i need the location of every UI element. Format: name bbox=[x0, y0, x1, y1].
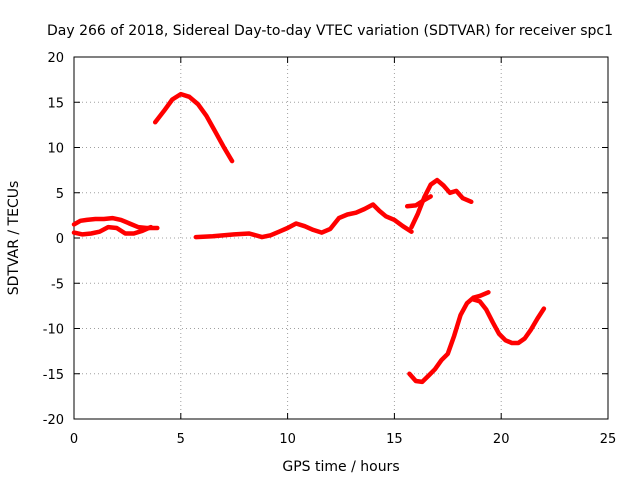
axis-ticks: 0 5 10 15 20 25 -20 -15 -10 -5 0 5 10 15 20 bbox=[43, 51, 617, 447]
y-tick-label: -5 bbox=[51, 277, 64, 292]
series-line-segment-2 bbox=[71, 224, 154, 237]
y-tick-label: 5 bbox=[56, 187, 64, 202]
y-tick-label: 10 bbox=[47, 142, 64, 157]
y-tick-label: 0 bbox=[56, 232, 64, 247]
x-tick-label: 15 bbox=[386, 432, 403, 447]
series-line-segment-6 bbox=[404, 194, 433, 209]
y-tick-label: -20 bbox=[43, 413, 64, 428]
x-tick-label: 10 bbox=[279, 432, 296, 447]
series-line-segment-1 bbox=[71, 215, 160, 231]
grid bbox=[74, 57, 608, 419]
chart-title: Day 266 of 2018, Sidereal Day-to-day VTE… bbox=[47, 23, 613, 39]
y-tick-label: -15 bbox=[43, 368, 64, 383]
series-line-segment-7 bbox=[407, 290, 491, 385]
series-line-segment-3 bbox=[152, 91, 235, 164]
x-tick-label: 25 bbox=[600, 432, 617, 447]
y-tick-label: 20 bbox=[47, 51, 64, 66]
y-axis-label: SDTVAR / TECUs bbox=[6, 181, 22, 296]
series-line-segment-4 bbox=[193, 202, 414, 240]
series-line-segment-5 bbox=[409, 177, 474, 230]
x-tick-label: 0 bbox=[70, 432, 78, 447]
y-tick-label: 15 bbox=[47, 96, 64, 111]
x-tick-label: 5 bbox=[177, 432, 185, 447]
series-line-segment-8 bbox=[471, 297, 547, 346]
x-axis-label: GPS time / hours bbox=[282, 459, 399, 475]
y-tick-label: -10 bbox=[43, 323, 64, 338]
series-group bbox=[71, 91, 547, 385]
x-tick-label: 20 bbox=[493, 432, 510, 447]
